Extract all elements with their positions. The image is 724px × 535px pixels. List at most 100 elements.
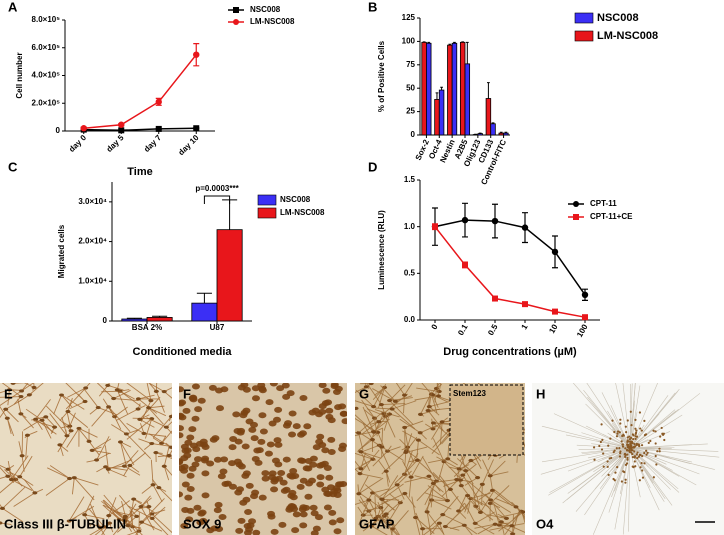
nucleus bbox=[188, 426, 197, 433]
cell-body bbox=[97, 525, 103, 530]
cell-body bbox=[425, 408, 431, 413]
cell bbox=[630, 440, 633, 443]
legend-label: CPT-11 bbox=[590, 199, 617, 208]
nucleus bbox=[220, 386, 229, 393]
cell bbox=[598, 444, 601, 448]
x-tick-label: U87 bbox=[210, 323, 225, 332]
cell bbox=[624, 425, 627, 428]
cell bbox=[615, 447, 618, 450]
series-line bbox=[434, 219, 586, 296]
process bbox=[608, 447, 631, 513]
cell bbox=[626, 458, 629, 461]
legend-label: NSC008 bbox=[250, 5, 281, 14]
nucleus bbox=[341, 418, 347, 425]
cell-body bbox=[424, 510, 430, 514]
bar bbox=[447, 44, 453, 136]
nucleus bbox=[213, 456, 222, 463]
cell-body bbox=[417, 412, 423, 416]
stain-label: Class III β-TUBULIN bbox=[4, 516, 126, 531]
nucleus bbox=[318, 403, 327, 410]
cell-process bbox=[464, 502, 495, 535]
nucleus bbox=[220, 456, 229, 463]
process bbox=[629, 444, 692, 449]
process bbox=[615, 383, 631, 449]
nucleus bbox=[186, 472, 195, 479]
nucleus bbox=[327, 436, 336, 443]
data-point bbox=[432, 223, 438, 230]
error-bar bbox=[487, 82, 490, 99]
cell-body bbox=[383, 469, 389, 473]
data-point bbox=[461, 216, 469, 224]
cell-process bbox=[45, 465, 70, 496]
x-tick-label: 10 bbox=[547, 322, 560, 335]
cell bbox=[643, 451, 646, 455]
micrograph bbox=[179, 383, 347, 535]
nucleus bbox=[274, 441, 283, 448]
nucleus bbox=[206, 460, 215, 467]
y-tick-label: 0 bbox=[56, 126, 61, 135]
nucleus bbox=[290, 505, 299, 512]
cell-body bbox=[413, 515, 419, 520]
cell-body bbox=[5, 474, 11, 478]
cell-body bbox=[426, 405, 432, 409]
cell-body bbox=[370, 457, 376, 461]
nucleus bbox=[228, 460, 237, 467]
cell bbox=[615, 435, 619, 438]
cell bbox=[616, 430, 620, 433]
stain-label: GFAP bbox=[359, 516, 395, 531]
cell-process bbox=[381, 475, 404, 501]
cell-body bbox=[150, 483, 156, 487]
cell-process bbox=[141, 459, 163, 503]
cell-body bbox=[447, 487, 453, 492]
cell-body bbox=[387, 398, 393, 403]
error-bar bbox=[448, 43, 452, 46]
cell bbox=[626, 419, 629, 422]
cell bbox=[661, 432, 664, 435]
nucleus bbox=[314, 514, 323, 521]
cell bbox=[631, 453, 634, 456]
process bbox=[540, 447, 631, 475]
cell-process bbox=[362, 513, 401, 535]
cell bbox=[662, 432, 665, 435]
nucleus bbox=[258, 412, 267, 419]
cell-body bbox=[440, 513, 446, 517]
cell-body bbox=[135, 397, 141, 401]
nucleus bbox=[280, 487, 289, 494]
cell-body bbox=[439, 420, 445, 424]
cell bbox=[634, 437, 637, 441]
nucleus bbox=[250, 435, 259, 442]
cell bbox=[631, 433, 635, 436]
cell bbox=[601, 438, 604, 441]
nucleus bbox=[338, 445, 347, 452]
panel-label: D bbox=[368, 159, 377, 174]
cell bbox=[607, 473, 610, 476]
cell-body bbox=[430, 481, 436, 486]
cell-body bbox=[153, 450, 159, 455]
cell-body bbox=[123, 432, 129, 436]
process bbox=[581, 447, 631, 454]
cell bbox=[630, 444, 633, 447]
cell-body bbox=[139, 520, 145, 524]
cell-process bbox=[482, 459, 509, 477]
cell-body bbox=[107, 521, 113, 525]
nucleus bbox=[320, 460, 329, 467]
cell-process bbox=[25, 408, 54, 439]
cell bbox=[633, 456, 636, 459]
cell bbox=[619, 450, 622, 453]
process bbox=[601, 392, 631, 449]
nucleus bbox=[282, 456, 291, 463]
y-tick-label: 6.0×10⁵ bbox=[32, 43, 61, 52]
cell-process bbox=[411, 496, 435, 535]
cell-body bbox=[389, 407, 395, 411]
nucleus bbox=[277, 470, 286, 477]
x-tick-label: 0.5 bbox=[486, 322, 500, 337]
nucleus bbox=[244, 509, 253, 516]
panel-label: C bbox=[8, 159, 18, 174]
cell bbox=[619, 422, 622, 425]
cell-body bbox=[57, 443, 63, 447]
cell bbox=[631, 449, 634, 452]
cell bbox=[625, 449, 629, 452]
nucleus bbox=[268, 470, 277, 477]
cell-body bbox=[458, 484, 464, 488]
nucleus bbox=[318, 383, 327, 389]
